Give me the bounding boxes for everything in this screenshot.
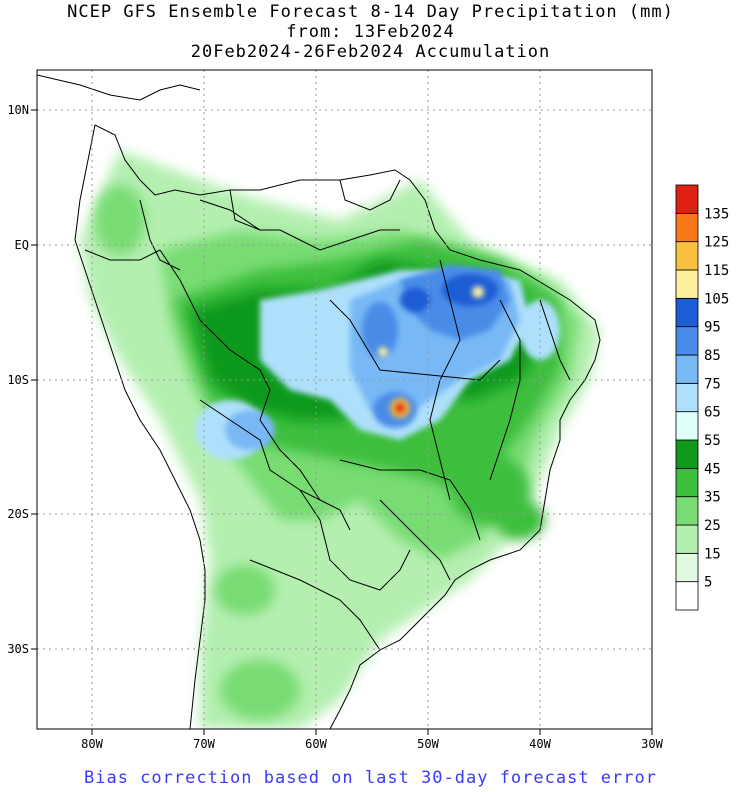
- lon-label: 50W: [417, 737, 439, 751]
- color-legend: 5 15 25 35 45 55 65 75 85 95 105 115 125 135: [675, 184, 729, 611]
- south-america-coastline: [94, 124, 601, 729]
- legend-swatch: [675, 524, 699, 554]
- legend-label: 5: [704, 575, 712, 591]
- legend-swatch: [675, 382, 699, 413]
- brazil-states-3: [489, 299, 521, 481]
- latitude-labels: 10N EQ 10S 20S 30S: [7, 103, 29, 656]
- legend-swatch: [675, 354, 699, 384]
- brazil-states-4: [339, 459, 481, 541]
- legend-label: 55: [704, 433, 721, 449]
- guianas: [339, 179, 401, 211]
- longitude-labels: 80W 70W 60W 50W 40W 30W: [81, 737, 663, 751]
- border-argentina: [249, 559, 381, 651]
- lon-label: 40W: [529, 737, 551, 751]
- legend-swatch: [675, 212, 699, 243]
- brazil-states-5: [379, 499, 451, 581]
- venezuela-border: [229, 189, 261, 231]
- field-peaks: [378, 286, 484, 418]
- legend-swatch: [675, 297, 699, 328]
- legend-swatch: [675, 467, 699, 498]
- legend-label: 135: [704, 206, 729, 222]
- lat-label: 10N: [7, 103, 29, 117]
- lon-label: 80W: [81, 737, 103, 751]
- legend-label: 65: [704, 405, 721, 421]
- map-title-line-2: from: 13Feb2024: [286, 22, 455, 42]
- lat-label: 20S: [7, 507, 29, 521]
- legend-label: 25: [704, 518, 721, 534]
- axis-ticks: [31, 109, 653, 735]
- precipitation-fields: [80, 150, 600, 729]
- legend-label: 125: [704, 235, 729, 251]
- lat-label: 30S: [7, 642, 29, 656]
- legend-swatch: [675, 496, 699, 526]
- lat-label: 10S: [7, 373, 29, 387]
- brazil-states-1: [329, 299, 501, 381]
- legend-swatch: [675, 411, 699, 441]
- brazil-states-6: [539, 299, 571, 381]
- lon-label: 70W: [193, 737, 215, 751]
- legend-label: 15: [704, 546, 721, 562]
- legend-label: 115: [704, 263, 729, 279]
- central-america: [37, 74, 201, 101]
- west-coastline: [74, 124, 206, 729]
- colombia-border: [139, 199, 181, 271]
- lon-label: 60W: [305, 737, 327, 751]
- legend-label: 45: [704, 461, 721, 477]
- legend-swatch: [675, 439, 699, 469]
- peru-ecuador: [84, 249, 161, 261]
- bias-correction-note: Bias correction based on last 30-day for…: [84, 768, 657, 788]
- legend-swatch: [675, 241, 699, 271]
- map-title-line-1: NCEP GFS Ensemble Forecast 8-14 Day Prec…: [67, 2, 674, 22]
- legend-label: 95: [704, 320, 721, 336]
- graticule: [37, 70, 652, 729]
- legend-label: 75: [704, 376, 721, 392]
- legend-swatch: [675, 184, 699, 214]
- border-bolivia: [199, 399, 351, 531]
- field-95-105: [400, 274, 498, 312]
- legend-swatch: [675, 326, 699, 356]
- border-paraguay: [299, 489, 411, 591]
- legend-label: 85: [704, 348, 721, 364]
- border-north: [199, 199, 400, 251]
- legend-swatch: [675, 581, 699, 611]
- legend-swatch: [675, 269, 699, 299]
- map-frame: [36, 69, 653, 730]
- map-title-line-3: 20Feb2024-26Feb2024 Accumulation: [190, 42, 551, 62]
- legend-swatch: [675, 552, 699, 583]
- lat-label: EQ: [15, 238, 29, 252]
- legend-label: 105: [704, 291, 729, 307]
- lon-label: 30W: [641, 737, 663, 751]
- legend-label: 35: [704, 490, 721, 506]
